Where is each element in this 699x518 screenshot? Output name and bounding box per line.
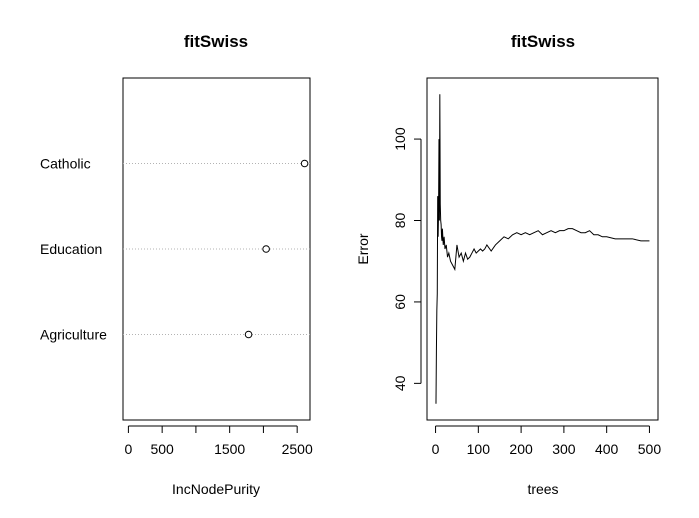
line-chart-panel: fitSwiss 0 100 200 300 400 500 40 60 80 100 tree… [355, 32, 661, 497]
dotchart-points [244, 159, 309, 339]
category-label-education: Education [40, 241, 102, 257]
right-x-tick-label: 500 [638, 441, 662, 457]
right-y-axis-title: Error [355, 233, 371, 264]
right-chart-title: fitSwiss [511, 32, 575, 51]
point-catholic [300, 159, 309, 168]
right-y-tick-label: 60 [392, 294, 408, 310]
category-label-catholic: Catholic [40, 156, 91, 172]
dotchart-panel: fitSwiss Agriculture Education Catholic 0 5… [40, 32, 313, 497]
left-x-axis-title: IncNodePurity [172, 481, 260, 497]
category-labels: Agriculture Education Catholic [40, 156, 107, 343]
point-education [262, 245, 270, 253]
error-series-line [435, 94, 650, 404]
right-y-tick-label: 80 [392, 213, 408, 229]
left-x-tick-label: 1500 [214, 441, 245, 457]
left-x-tick-label: 500 [150, 441, 174, 457]
right-x-axis: 0 100 200 300 400 500 [432, 425, 662, 457]
right-y-tick-label: 40 [392, 375, 408, 391]
right-x-axis-title: trees [527, 481, 558, 497]
category-label-agriculture: Agriculture [40, 327, 107, 343]
left-x-tick-label: 2500 [282, 441, 313, 457]
right-x-tick-label: 0 [432, 441, 440, 457]
left-x-tick-label: 0 [125, 441, 133, 457]
right-y-axis: 40 60 80 100 [392, 127, 422, 391]
left-chart-title: fitSwiss [184, 32, 248, 51]
right-x-tick-label: 100 [467, 441, 491, 457]
right-x-tick-label: 300 [552, 441, 576, 457]
point-agriculture [244, 330, 253, 339]
left-x-axis: 0 500 1500 2500 [125, 425, 313, 457]
right-x-tick-label: 200 [509, 441, 533, 457]
right-plot-frame [426, 77, 659, 421]
right-y-tick-label: 100 [392, 127, 408, 151]
right-x-tick-label: 400 [595, 441, 619, 457]
dotchart-guide-lines [123, 163, 310, 335]
